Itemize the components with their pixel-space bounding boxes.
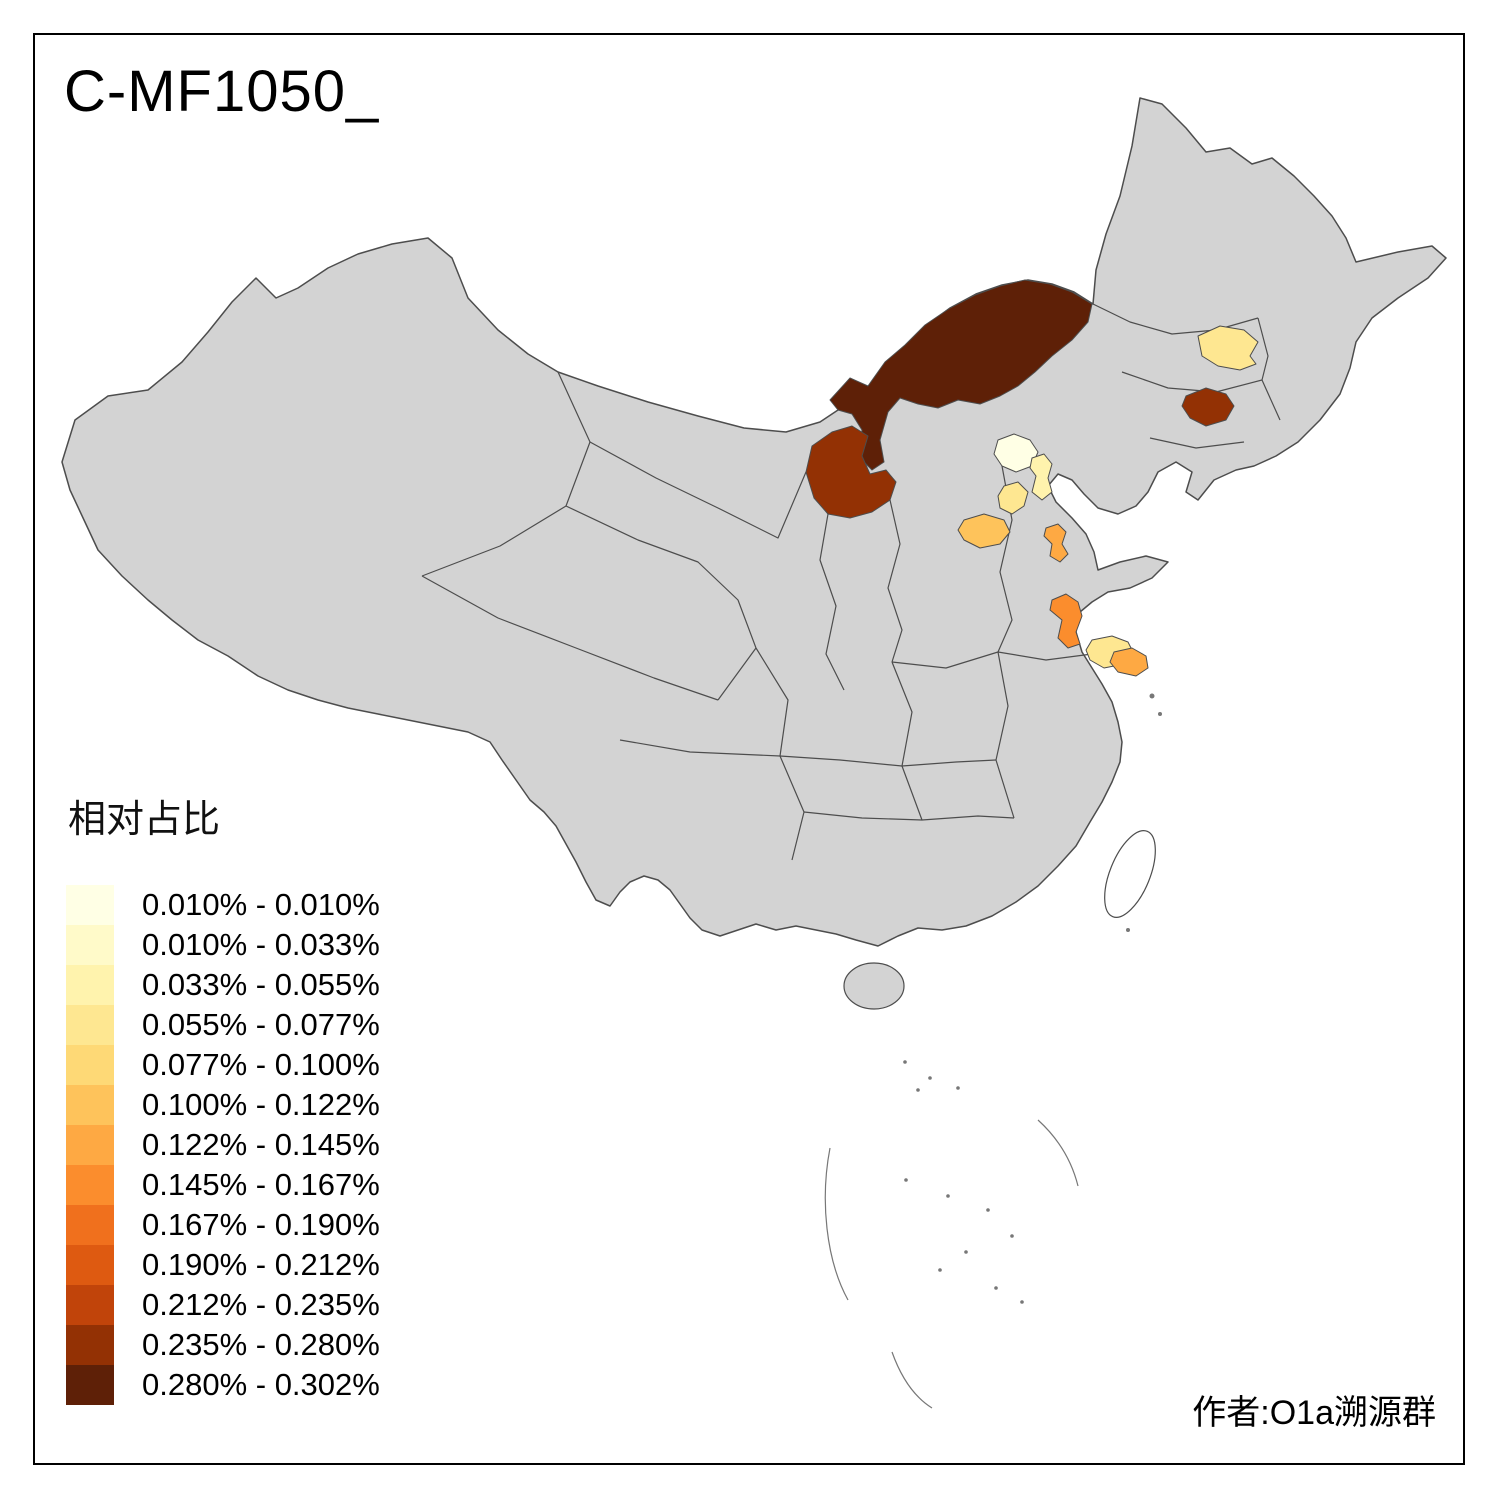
choropleth-regions: [805, 279, 1259, 677]
legend-item: 0.190% - 0.212%: [66, 1245, 380, 1285]
legend-swatch: [66, 1045, 114, 1085]
map-region-hebei-south: [997, 481, 1029, 515]
legend-item: 0.100% - 0.122%: [66, 1085, 380, 1125]
legend-item: 0.212% - 0.235%: [66, 1285, 380, 1325]
legend-swatch: [66, 885, 114, 925]
legend-swatch: [66, 1165, 114, 1205]
legend-swatch: [66, 965, 114, 1005]
legend-label: 0.122% - 0.145%: [142, 1127, 380, 1162]
legend-label: 0.033% - 0.055%: [142, 967, 380, 1002]
legend-swatch: [66, 1085, 114, 1125]
province-borders: [421, 303, 1281, 861]
legend-swatch: [66, 1005, 114, 1045]
legend-label: 0.167% - 0.190%: [142, 1207, 380, 1242]
legend-label: 0.212% - 0.235%: [142, 1287, 380, 1322]
legend-item: 0.145% - 0.167%: [66, 1165, 380, 1205]
coastal-islet: [1149, 693, 1155, 699]
legend-swatch: [66, 1125, 114, 1165]
hainan-island: [843, 962, 905, 1010]
map-region-ordos-area: [805, 425, 897, 519]
legend-label: 0.100% - 0.122%: [142, 1087, 380, 1122]
legend: 相对占比 0.010% - 0.010% 0.010% - 0.033% 0.033…: [66, 788, 380, 1405]
legend-label: 0.280% - 0.302%: [142, 1367, 380, 1402]
legend-swatch: [66, 925, 114, 965]
legend-label: 0.055% - 0.077%: [142, 1007, 380, 1042]
legend-swatch: [66, 1325, 114, 1365]
legend-label: 0.190% - 0.212%: [142, 1247, 380, 1282]
legend-swatch: [66, 1245, 114, 1285]
legend-label: 0.010% - 0.033%: [142, 927, 380, 962]
legend-swatch: [66, 1365, 114, 1405]
map-region-harbin-area: [1197, 325, 1259, 371]
legend-items: 0.010% - 0.010% 0.010% - 0.033% 0.033% - 0…: [66, 885, 380, 1405]
legend-item: 0.055% - 0.077%: [66, 1005, 380, 1045]
legend-label: 0.145% - 0.167%: [142, 1167, 380, 1202]
map-region-shanxi-center: [957, 513, 1011, 549]
legend-label: 0.235% - 0.280%: [142, 1327, 380, 1362]
coastal-islet: [1126, 928, 1130, 932]
legend-swatch: [66, 1285, 114, 1325]
map-region-jiangsu-north: [1049, 593, 1083, 649]
islands: [843, 693, 1162, 1010]
legend-item: 0.033% - 0.055%: [66, 965, 380, 1005]
legend-item: 0.167% - 0.190%: [66, 1205, 380, 1245]
legend-label: 0.077% - 0.100%: [142, 1047, 380, 1082]
map-region-tianjin: [1029, 453, 1053, 501]
map-region-inner-mongolia: [829, 279, 1093, 471]
author-credit: 作者:O1a溯源群: [1192, 1394, 1436, 1432]
legend-swatch: [66, 1205, 114, 1245]
legend-item: 0.235% - 0.280%: [66, 1325, 380, 1365]
legend-item: 0.077% - 0.100%: [66, 1045, 380, 1085]
south-china-sea-marks: [824, 1060, 1079, 1409]
legend-item: 0.010% - 0.010%: [66, 885, 380, 925]
legend-item: 0.122% - 0.145%: [66, 1125, 380, 1165]
map-region-jiangsu-south: [1109, 647, 1149, 677]
taiwan-island: [1104, 830, 1156, 918]
legend-label: 0.010% - 0.010%: [142, 887, 380, 922]
coastal-islet: [1158, 712, 1162, 716]
legend-item: 0.280% - 0.302%: [66, 1365, 380, 1405]
legend-item: 0.010% - 0.033%: [66, 925, 380, 965]
page-title: C-MF1050_: [64, 59, 380, 124]
legend-title: 相对占比: [68, 799, 221, 841]
map-region-henan-north: [1043, 523, 1069, 563]
map-region-jilin-area: [1181, 387, 1235, 427]
